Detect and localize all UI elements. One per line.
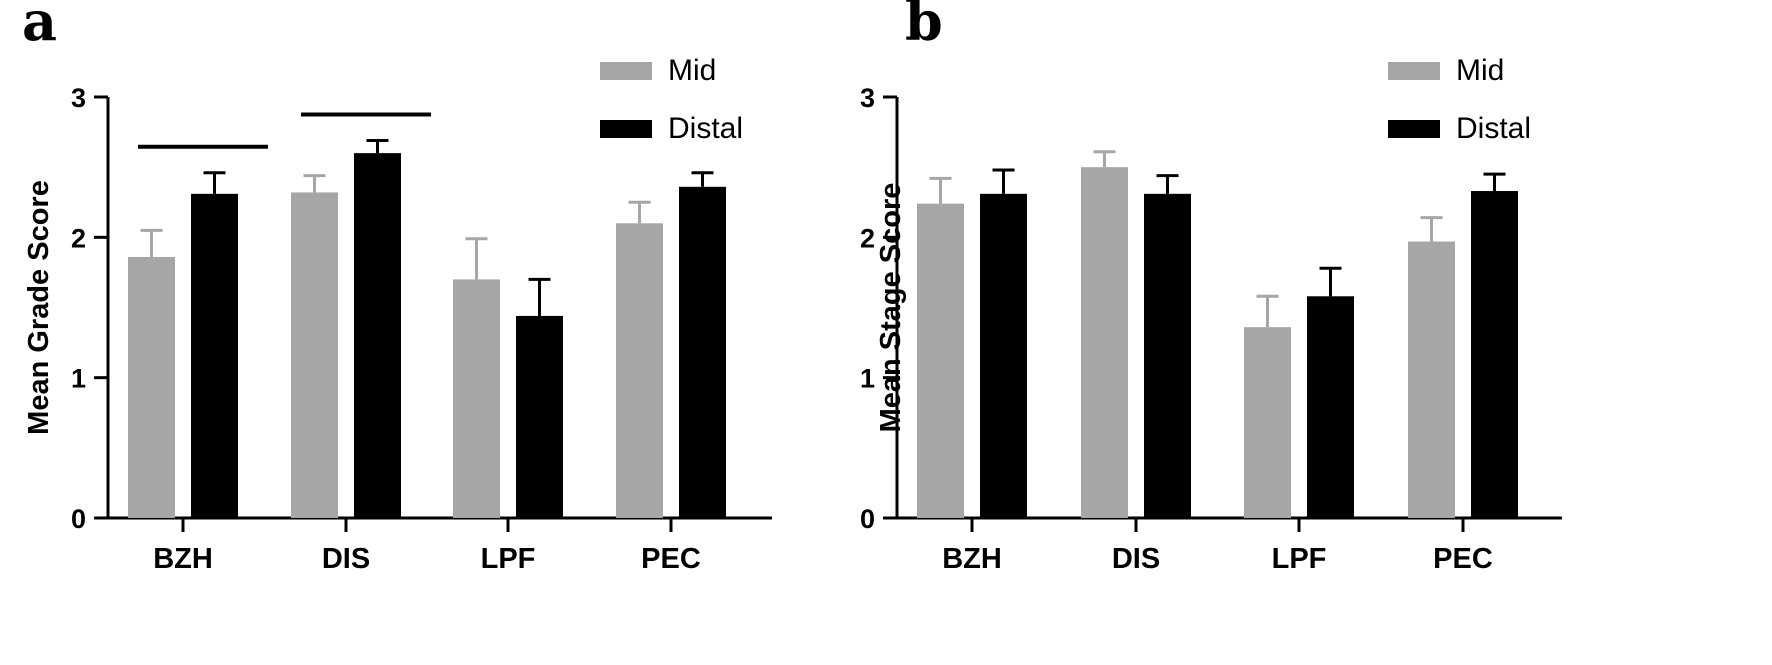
y-tick-label: 3 bbox=[71, 83, 86, 113]
y-tick-label: 2 bbox=[860, 223, 875, 253]
bar-mid-bzh bbox=[128, 256, 175, 518]
bar-distal-dis bbox=[1144, 193, 1191, 518]
legend-swatch-distal bbox=[1388, 120, 1440, 138]
y-tick-label: 2 bbox=[71, 223, 86, 253]
x-tick-label: PEC bbox=[641, 543, 701, 575]
x-tick-label: DIS bbox=[322, 543, 370, 575]
bar-mid-lpf bbox=[453, 279, 500, 518]
legend-label-distal: Distal bbox=[1456, 112, 1531, 145]
bar-mid-dis bbox=[1081, 167, 1128, 518]
y-tick-label: 1 bbox=[860, 364, 875, 394]
x-tick-label: PEC bbox=[1433, 543, 1493, 575]
legend-label-mid: Mid bbox=[1456, 54, 1504, 87]
bar-mid-lpf bbox=[1244, 327, 1291, 518]
bar-mid-pec bbox=[1408, 241, 1455, 518]
y-tick-label: 0 bbox=[860, 504, 875, 534]
chart-panel-b: b Mean Stage Score 0 1 2 3 BZH DIS LPF PEC Mid Dist… bbox=[860, 0, 1562, 575]
y-tick-label: 3 bbox=[860, 83, 875, 113]
x-tick-label: BZH bbox=[942, 543, 1002, 575]
y-tick-label: 0 bbox=[71, 504, 86, 534]
legend-swatch-mid bbox=[600, 62, 652, 80]
y-axis-title: Mean Grade Score bbox=[23, 180, 55, 435]
bar-distal-dis bbox=[354, 153, 401, 518]
bar-distal-pec bbox=[1471, 191, 1518, 519]
bar-mid-dis bbox=[291, 192, 338, 518]
bar-mid-bzh bbox=[917, 203, 964, 519]
bar-distal-lpf bbox=[516, 315, 563, 518]
chart-panel-a: a Mean Grade Score 0 1 2 3 BZH DIS LPF PEC Mid Dist… bbox=[22, 0, 772, 575]
bar-mid-pec bbox=[616, 223, 663, 519]
x-tick-label: BZH bbox=[153, 543, 213, 575]
x-tick-label: DIS bbox=[1112, 543, 1160, 575]
y-axis-title: Mean Stage Score bbox=[875, 183, 907, 433]
panel-letter: b bbox=[905, 0, 943, 53]
bar-distal-lpf bbox=[1307, 296, 1354, 518]
y-tick-label: 1 bbox=[71, 364, 86, 394]
bar-distal-bzh bbox=[191, 193, 238, 518]
x-tick-label: LPF bbox=[1272, 543, 1327, 575]
legend-swatch-distal bbox=[600, 120, 652, 138]
legend-label-mid: Mid bbox=[668, 54, 716, 87]
legend-label-distal: Distal bbox=[668, 112, 743, 145]
panel-letter: a bbox=[22, 0, 57, 53]
bar-distal-bzh bbox=[980, 193, 1027, 518]
bar-distal-pec bbox=[679, 186, 726, 518]
x-tick-label: LPF bbox=[481, 543, 536, 575]
legend-swatch-mid bbox=[1388, 62, 1440, 80]
